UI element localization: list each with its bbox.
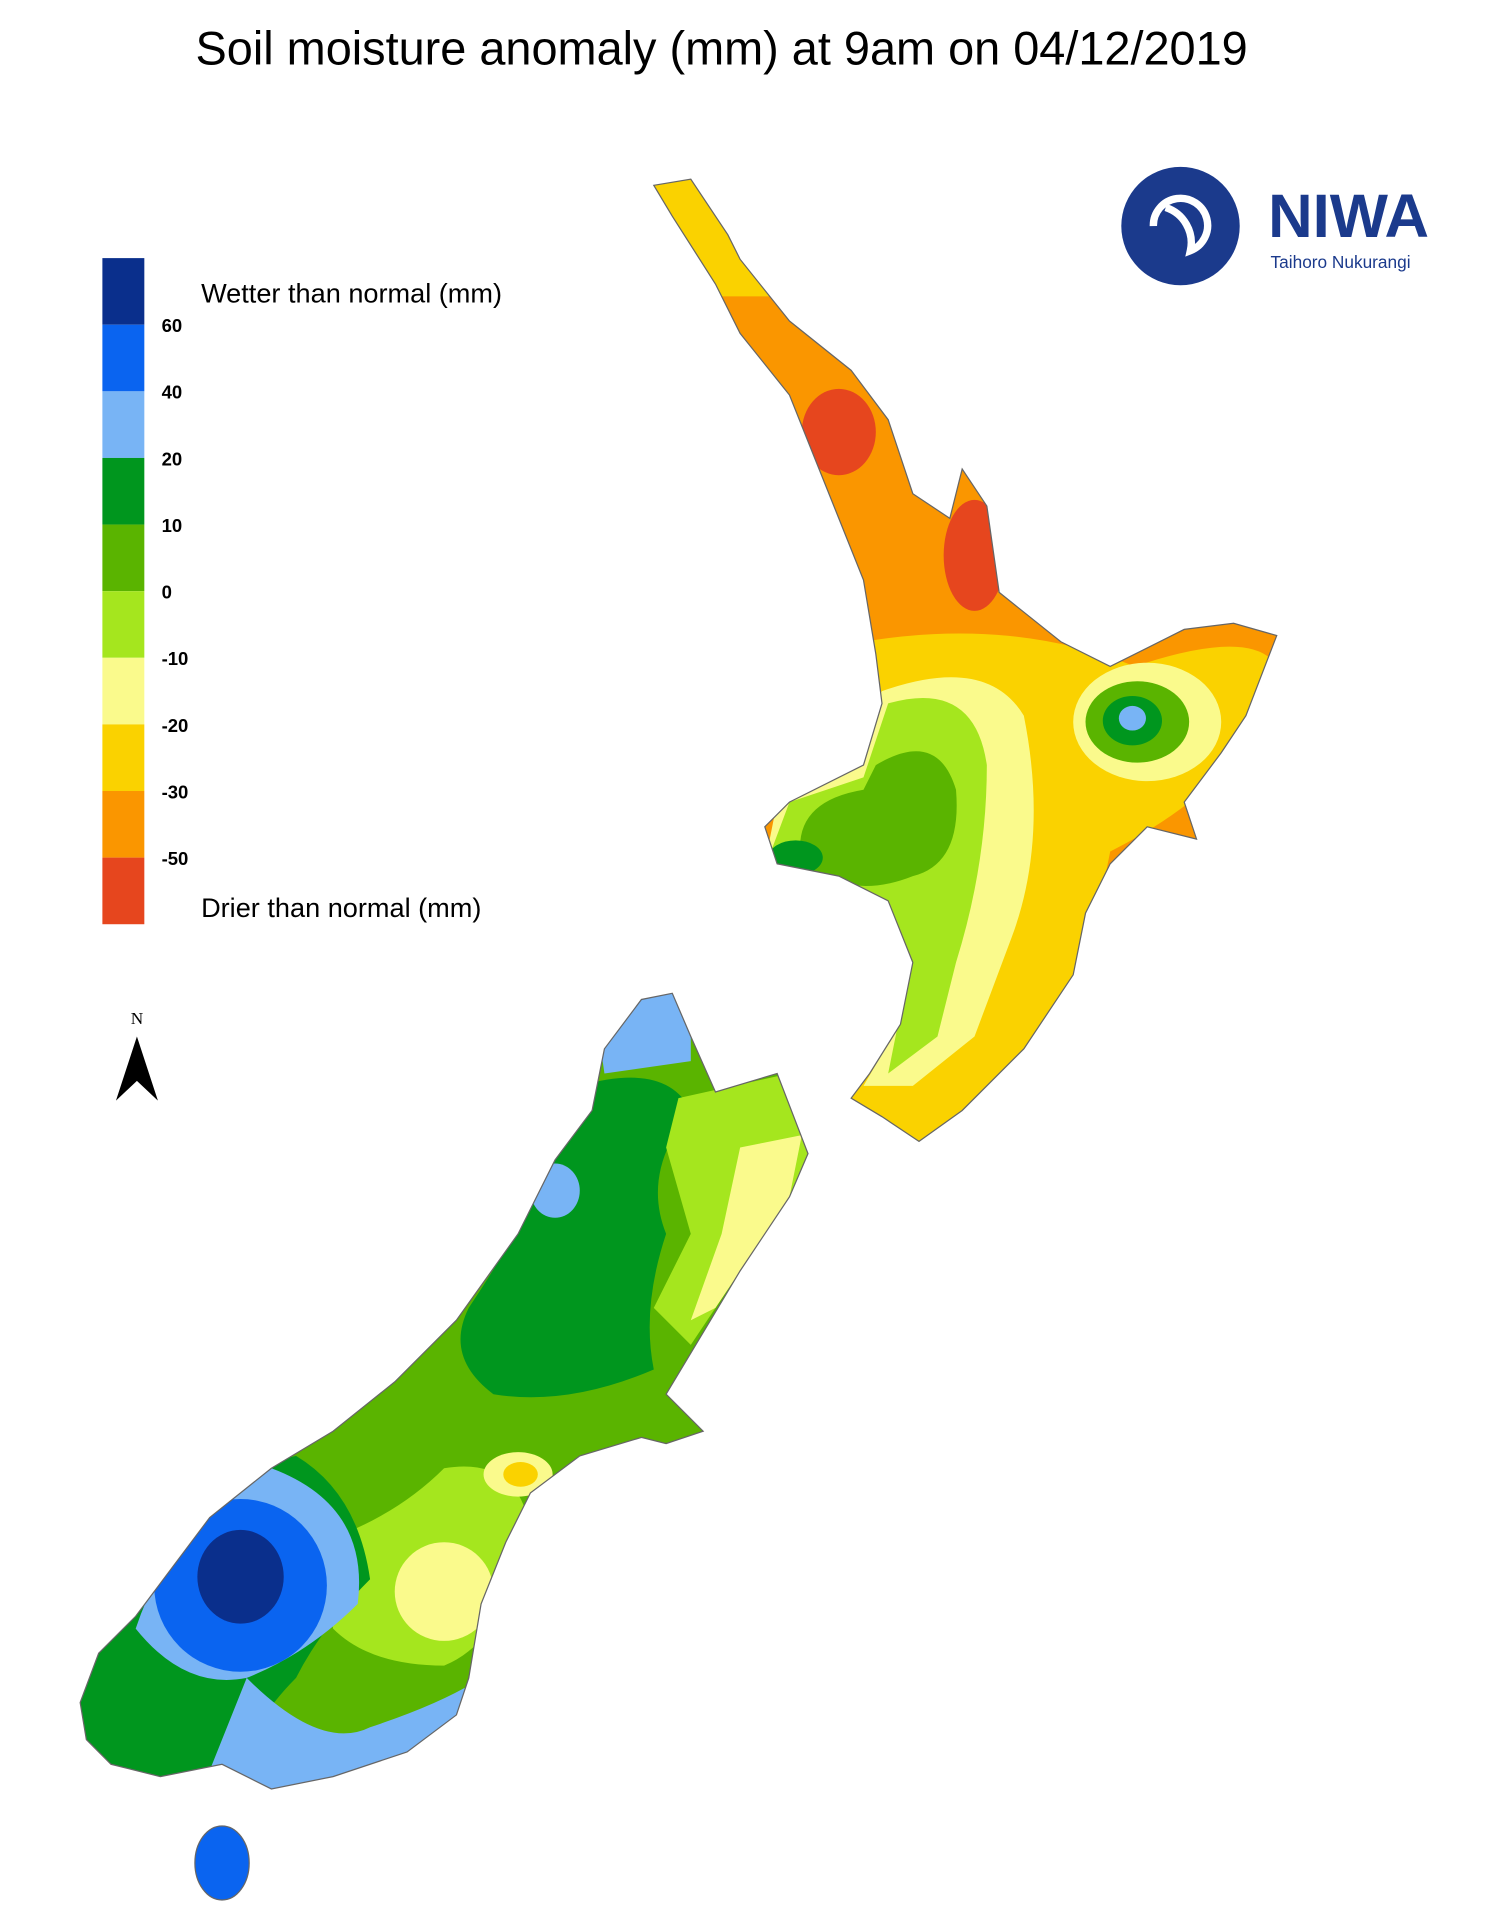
south-island [80, 993, 808, 1789]
stewart-island [194, 1825, 250, 1901]
logo-name: NIWA [1268, 182, 1429, 251]
legend-label-drier: Drier than normal (mm) [201, 892, 481, 923]
region [690, 1135, 802, 1321]
north-arrow: N [115, 1009, 158, 1101]
logo-subtitle: Taihoro Nukurangi [1271, 252, 1411, 272]
north-island [653, 179, 1277, 1142]
region [1118, 705, 1146, 731]
region [801, 388, 876, 476]
region [768, 840, 823, 875]
legend-tick-label: 10 [162, 515, 183, 536]
logo-mark [1121, 166, 1240, 286]
coastline [652, 178, 1278, 1143]
region [800, 751, 957, 886]
map-title: Soil moisture anomaly (mm) at 9am on 04/… [196, 22, 1248, 74]
legend-swatch [102, 724, 145, 792]
region [503, 1462, 538, 1487]
coastline [79, 992, 809, 1790]
region [530, 1163, 580, 1218]
legend-tick-label: 40 [162, 382, 183, 403]
legend-swatch [102, 391, 145, 458]
logo: NIWA Taihoro Nukurangi [1121, 166, 1429, 286]
region [460, 1077, 691, 1398]
region [197, 1529, 284, 1624]
legend-swatch [102, 791, 145, 858]
legend-tick-label: -10 [162, 648, 189, 669]
legend-tick-label: 60 [162, 315, 183, 336]
region [653, 179, 790, 297]
north-label: N [131, 1009, 144, 1028]
legend-swatch [102, 324, 145, 392]
legend-tick-label: 20 [162, 448, 183, 469]
legend-tick-label: -20 [162, 715, 189, 736]
legend-tick-label: 0 [162, 582, 172, 603]
legend-swatch [102, 524, 145, 592]
logo-swirl [1149, 194, 1212, 257]
region [394, 1542, 494, 1641]
legend-label-wetter: Wetter than normal (mm) [201, 278, 502, 309]
legend-swatch [102, 857, 145, 925]
legend-swatch [102, 258, 145, 325]
north-arrow-shape [115, 1036, 158, 1101]
region [943, 499, 1006, 611]
legend: Wetter than normal (mm) Drier than norma… [102, 258, 502, 925]
legend-tick-label: -50 [162, 848, 189, 869]
legend-tick-label: -30 [162, 781, 189, 802]
legend-swatch [102, 591, 145, 658]
legend-swatch [102, 457, 145, 525]
legend-swatch [102, 657, 145, 725]
